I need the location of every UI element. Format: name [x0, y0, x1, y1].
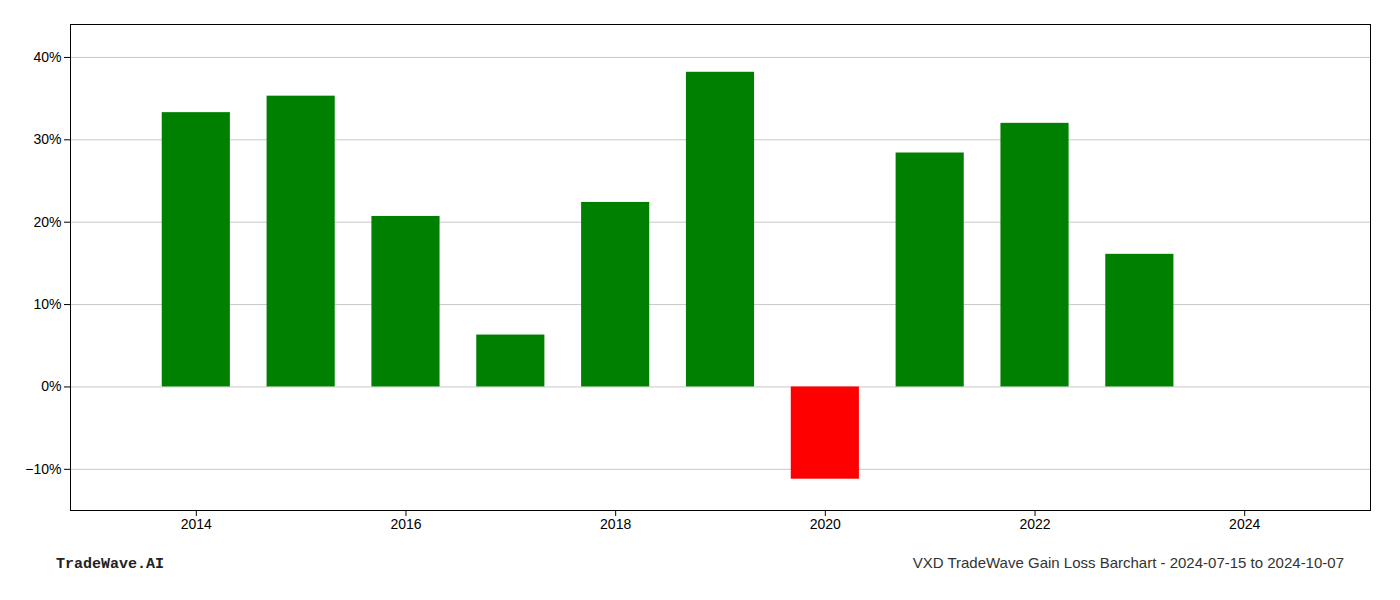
svg-text:2020: 2020 — [810, 516, 841, 532]
svg-text:10%: 10% — [33, 296, 61, 312]
html-text:VXD TradeWave Gain Loss Barcha: VXD TradeWave Gain Loss Barchart - 2024-… — [912, 554, 1344, 571]
svg-text:2022: 2022 — [1019, 516, 1050, 532]
svg-text:0%: 0% — [41, 378, 61, 394]
svg-text:20%: 20% — [33, 214, 61, 230]
svg-text:2024: 2024 — [1229, 516, 1260, 532]
html-text:TradeWave.AI: TradeWave.AI — [56, 556, 164, 573]
svg-text:−10%: −10% — [25, 461, 61, 477]
svg-text:40%: 40% — [33, 49, 61, 65]
svg-text:2016: 2016 — [390, 516, 421, 532]
svg-text:30%: 30% — [33, 131, 61, 147]
svg-text:2018: 2018 — [600, 516, 631, 532]
svg-text:2014: 2014 — [181, 516, 212, 532]
